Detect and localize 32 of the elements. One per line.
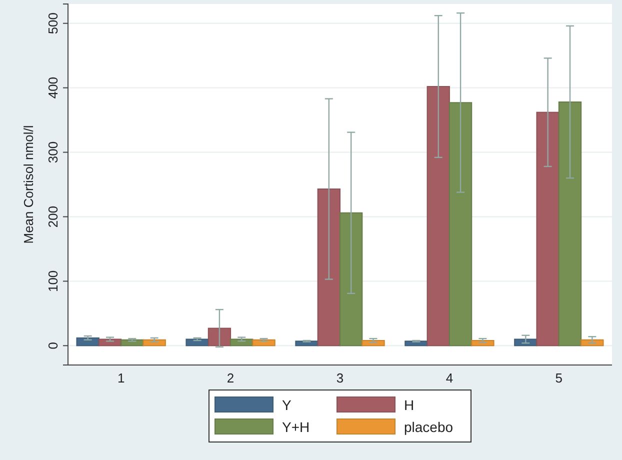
bar	[252, 339, 276, 346]
x-tick-label: 4	[446, 370, 454, 386]
y-tick-label: 300	[45, 141, 60, 164]
legend-label: H	[404, 397, 414, 413]
bar	[426, 86, 450, 346]
bar	[340, 212, 363, 346]
bar	[98, 338, 122, 346]
bar	[317, 188, 340, 346]
bar	[186, 338, 209, 346]
y-tick-label: 400	[45, 76, 60, 99]
bar	[362, 340, 385, 346]
y-tick-label: 500	[45, 12, 60, 34]
x-tick-label: 1	[117, 370, 125, 386]
bar	[230, 338, 254, 346]
y-axis-title: Mean Cortisol nmol/l	[21, 125, 36, 244]
bar	[536, 112, 560, 346]
bar	[120, 339, 144, 346]
y-tick-label: 0	[45, 342, 60, 350]
bar	[76, 337, 100, 346]
legend-label: Y+H	[282, 419, 310, 435]
bar	[471, 340, 494, 346]
bar	[448, 102, 472, 346]
x-tick-label: 5	[555, 370, 563, 386]
bar	[558, 101, 582, 346]
x-tick-label: 2	[226, 370, 234, 386]
bar	[208, 328, 232, 346]
y-tick-label: 200	[45, 206, 60, 228]
legend-label: placebo	[404, 419, 454, 435]
legend-label: Y	[282, 397, 292, 413]
bar	[514, 338, 538, 346]
x-tick-label: 3	[336, 370, 344, 386]
y-tick-label: 100	[45, 270, 60, 292]
